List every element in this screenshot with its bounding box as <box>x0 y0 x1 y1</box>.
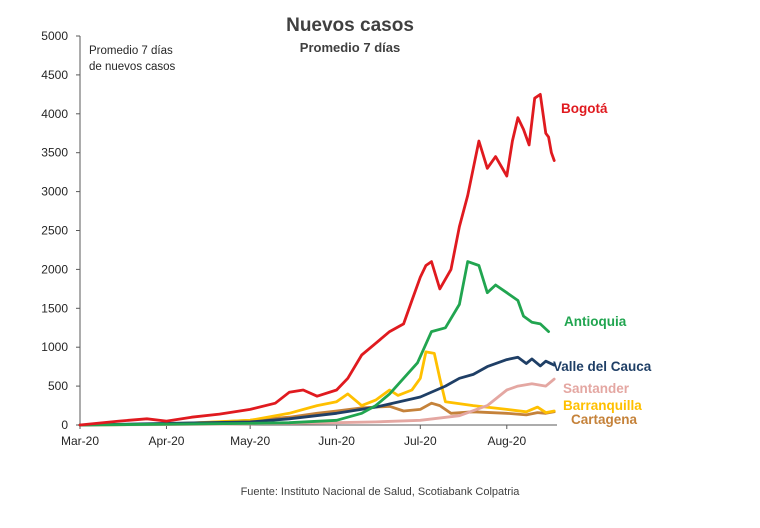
series-lines <box>78 93 556 427</box>
y-axis-label-line-1: Promedio 7 días <box>89 45 173 57</box>
y-tick-label: 2000 <box>41 262 68 276</box>
y-tick-label: 500 <box>48 379 68 393</box>
series-line-bogot- <box>78 93 556 427</box>
tick-labels: 0 500 1000 1500 2000 2500 3000 3500 4000 4500 5000… <box>41 29 526 448</box>
chart-subtitle: Promedio 7 días <box>300 40 400 55</box>
series-label: Valle del Cauca <box>553 359 652 374</box>
y-tick-label: 3000 <box>41 185 68 199</box>
y-axis-label-line-2: de nuevos casos <box>89 61 176 73</box>
y-tick-label: 0 <box>61 418 68 432</box>
series-label: Antioquia <box>564 314 627 329</box>
x-tick-label: Mar-20 <box>61 434 99 448</box>
y-tick-label: 3500 <box>41 146 68 160</box>
x-tick-label: Aug-20 <box>487 434 526 448</box>
y-tick-label: 1000 <box>41 340 68 354</box>
series-line-barranquilla <box>78 350 556 427</box>
axes <box>76 35 557 429</box>
series-label: Barranquilla <box>563 398 642 413</box>
series-line-antioquia <box>78 260 550 427</box>
x-tick-label: Jun-20 <box>318 434 355 448</box>
y-tick-label: 1500 <box>41 301 68 315</box>
y-tick-label: 4500 <box>41 68 68 82</box>
series-label: Bogotá <box>561 101 608 116</box>
source-note: Fuente: Instituto Nacional de Salud, Sco… <box>240 486 520 498</box>
y-tick-label: 2500 <box>41 224 68 238</box>
x-tick-label: Jul-20 <box>404 434 437 448</box>
series-line-valle-del-cauca <box>78 355 556 427</box>
x-tick-label: May-20 <box>230 434 270 448</box>
series-label: Cartagena <box>571 412 638 427</box>
chart-title: Nuevos casos <box>286 15 414 36</box>
series-label: Santander <box>563 381 630 396</box>
y-tick-label: 4000 <box>41 107 68 121</box>
y-tick-label: 5000 <box>41 29 68 43</box>
x-tick-label: Apr-20 <box>148 434 184 448</box>
